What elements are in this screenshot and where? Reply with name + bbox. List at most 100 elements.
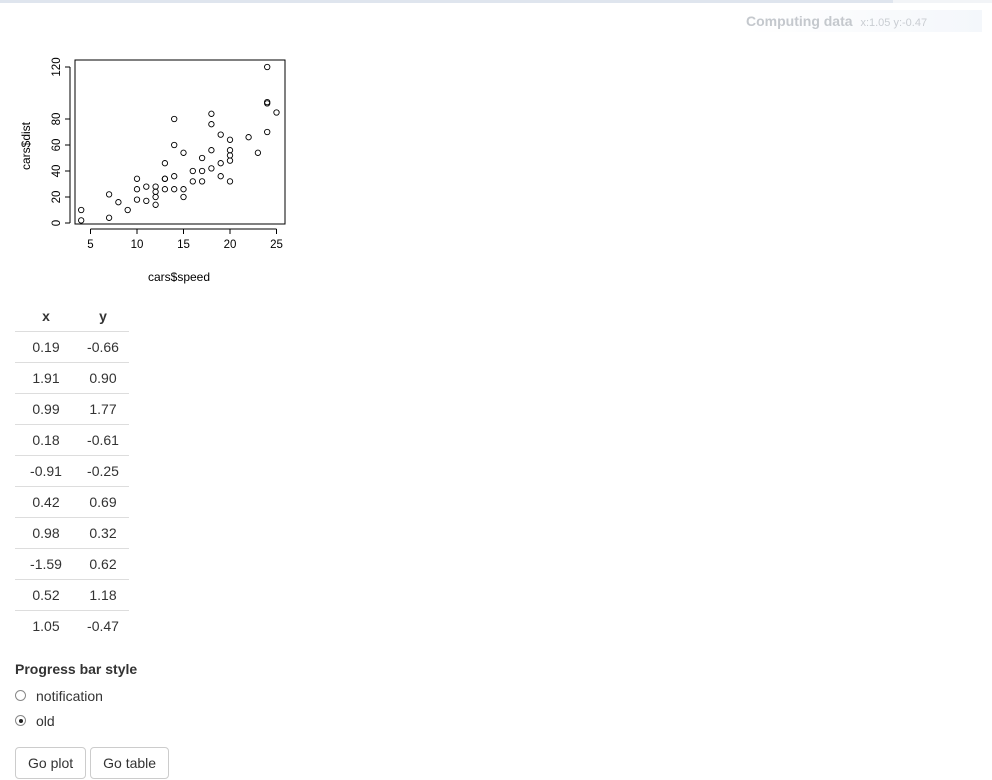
scatter-point bbox=[217, 173, 224, 180]
progress-bar-fill bbox=[0, 0, 893, 3]
x-tick-label: 15 bbox=[177, 239, 190, 251]
scatter-point bbox=[171, 186, 178, 193]
x-tick-label: 25 bbox=[270, 239, 283, 251]
cell-y: -0.61 bbox=[77, 424, 129, 456]
scatter-point bbox=[152, 193, 159, 201]
scatter-point bbox=[217, 131, 224, 138]
progress-style-group: Progress bar style notification old bbox=[15, 661, 137, 733]
y-tick-label: 0 bbox=[51, 220, 63, 226]
cell-y: 1.77 bbox=[77, 393, 129, 425]
scatter-point bbox=[180, 149, 187, 156]
scatter-point bbox=[152, 201, 159, 208]
scatter-point bbox=[133, 186, 141, 193]
progress-detail: x:1.05 y:-0.47 bbox=[860, 17, 928, 29]
scatter-point bbox=[105, 214, 113, 221]
cell-y: 1.18 bbox=[77, 579, 129, 611]
table-row: 0.19 -0.66 bbox=[15, 331, 129, 363]
scatter-point bbox=[264, 98, 271, 106]
cell-y: -0.25 bbox=[77, 455, 129, 487]
scatter-point bbox=[171, 115, 178, 123]
progress-bar-track bbox=[0, 0, 992, 3]
cell-x: 0.18 bbox=[15, 424, 77, 456]
cell-x: 0.42 bbox=[15, 486, 77, 518]
radio-option-notification[interactable]: notification bbox=[15, 683, 137, 708]
table-header-row: x y bbox=[15, 300, 129, 332]
table-row: 1.91 0.90 bbox=[15, 362, 129, 394]
scatter-point bbox=[189, 178, 196, 185]
scatter-point bbox=[198, 167, 206, 175]
x-tick-label: 20 bbox=[224, 239, 237, 251]
cell-y: 0.90 bbox=[77, 362, 129, 394]
cell-y: 0.62 bbox=[77, 548, 129, 580]
cell-x: 0.98 bbox=[15, 517, 77, 549]
scatter-point bbox=[217, 160, 224, 167]
cell-x: -0.91 bbox=[15, 455, 77, 487]
scatter-point bbox=[78, 217, 85, 224]
scatter-point bbox=[180, 193, 187, 201]
table-row: 0.18 -0.61 bbox=[15, 424, 129, 456]
cell-x: 1.05 bbox=[15, 610, 77, 641]
column-header-y: y bbox=[99, 307, 107, 324]
go-table-button[interactable]: Go table bbox=[90, 747, 170, 779]
scatter-point bbox=[198, 178, 206, 185]
scatter-point bbox=[264, 128, 271, 136]
cell-x: 0.52 bbox=[15, 579, 77, 611]
plot-axes: 5 10 15 20 25 0 20 40 60 80 120 bbox=[51, 57, 286, 251]
radio-button-old[interactable] bbox=[15, 715, 26, 726]
cell-y: 0.32 bbox=[77, 517, 129, 549]
scatter-point bbox=[161, 175, 169, 182]
scatter-point bbox=[152, 183, 159, 190]
table-row: -1.59 0.62 bbox=[15, 548, 129, 580]
scatter-point bbox=[226, 178, 234, 185]
scatter-point bbox=[115, 199, 122, 206]
scatter-point bbox=[152, 188, 159, 195]
radio-button-notification[interactable] bbox=[15, 690, 26, 701]
scatter-point bbox=[208, 165, 215, 172]
scatter-point bbox=[133, 196, 141, 203]
scatter-point bbox=[208, 147, 215, 154]
progress-status: Computing data x:1.05 y:-0.47 bbox=[746, 10, 982, 32]
scatter-point bbox=[226, 157, 234, 164]
go-plot-button[interactable]: Go plot bbox=[15, 747, 87, 779]
plot-points bbox=[78, 63, 280, 224]
y-tick-label: 120 bbox=[51, 57, 63, 76]
scatter-point bbox=[124, 206, 131, 214]
scatter-point bbox=[198, 154, 206, 162]
scatter-point bbox=[208, 110, 215, 117]
radio-label-old: old bbox=[36, 712, 55, 729]
table-row: 1.05 -0.47 bbox=[15, 610, 129, 641]
scatter-point bbox=[208, 121, 215, 128]
x-tick-label: 10 bbox=[131, 239, 144, 251]
scatter-point bbox=[171, 141, 178, 149]
scatter-point bbox=[143, 183, 150, 190]
cell-x: 0.99 bbox=[15, 393, 77, 425]
table-row: -0.91 -0.25 bbox=[15, 455, 129, 487]
scatter-plot: 5 10 15 20 25 0 20 40 60 80 120 cars$speed cars$di… bbox=[19, 57, 286, 284]
y-tick-label: 80 bbox=[51, 113, 63, 126]
scatter-point bbox=[226, 152, 234, 159]
data-table: x y 0.19 -0.66 1.91 0.90 0.99 1.77 0.18 -0.61 -0… bbox=[15, 300, 129, 641]
x-tick-label: 5 bbox=[87, 239, 93, 251]
radio-label-notification: notification bbox=[36, 687, 103, 704]
scatter-point bbox=[273, 109, 280, 116]
radio-option-old[interactable]: old bbox=[15, 708, 137, 733]
plot-frame bbox=[74, 59, 286, 225]
scatter-point bbox=[264, 63, 271, 71]
cell-x: 1.91 bbox=[15, 362, 77, 394]
y-tick-label: 40 bbox=[51, 165, 63, 178]
column-header-x: x bbox=[42, 307, 50, 324]
progress-style-label: Progress bar style bbox=[15, 661, 138, 677]
scatter-point bbox=[133, 175, 141, 182]
y-tick-label: 20 bbox=[51, 191, 63, 204]
scatter-point bbox=[226, 147, 234, 154]
scatter-point bbox=[180, 186, 187, 193]
y-axis-label: cars$dist bbox=[19, 121, 33, 170]
cell-y: 0.69 bbox=[77, 486, 129, 518]
table-body: 0.19 -0.66 1.91 0.90 0.99 1.77 0.18 -0.61 -0.91-… bbox=[15, 331, 129, 641]
table-row: 0.98 0.32 bbox=[15, 517, 129, 549]
cell-x: 0.19 bbox=[15, 331, 77, 363]
scatter-point bbox=[245, 134, 252, 141]
action-buttons: Go plot Go table bbox=[15, 747, 170, 779]
table-row: 0.42 0.69 bbox=[15, 486, 129, 518]
cell-y: -0.47 bbox=[77, 610, 129, 641]
